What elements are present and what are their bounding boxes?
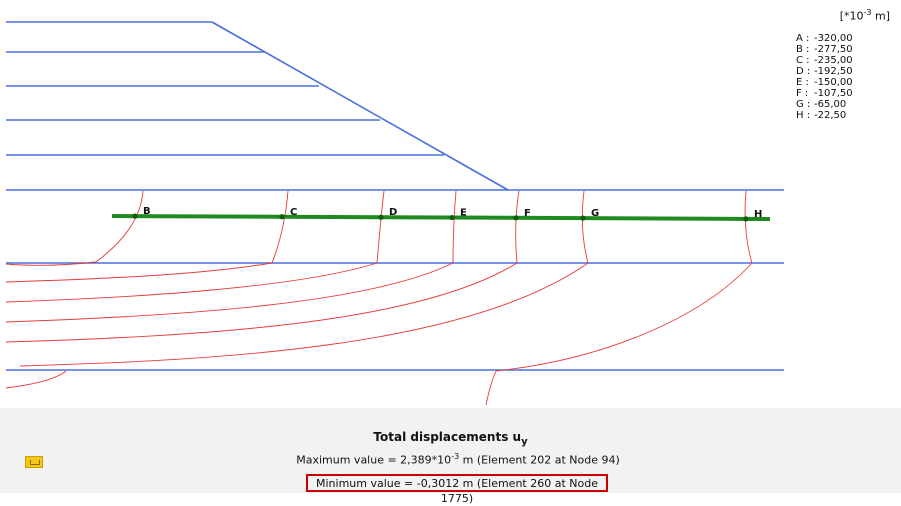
legend-key: E : <box>796 76 809 88</box>
section-point <box>279 214 285 220</box>
section-point-label: F <box>524 208 531 219</box>
legend-value: -22,50 <box>814 109 847 121</box>
legend: [*10-3 m] A : -320,00 B : -277,50 C : -235,00… <box>796 8 896 121</box>
section-point-label: C <box>290 207 297 218</box>
cross-section: B C D E F G H <box>111 206 771 222</box>
contour-line <box>19 262 589 367</box>
legend-entry: E : -150,00 <box>796 77 896 88</box>
result-panel: Total displacements uy Maximum value = 2… <box>0 408 901 505</box>
soil-layer-lines <box>6 21 784 371</box>
contour-line <box>5 370 67 389</box>
legend-entry: A : -320,00 <box>796 33 896 44</box>
legend-key: H : <box>796 109 811 121</box>
legend-value: -235,00 <box>814 54 853 66</box>
legend-key: C : <box>796 54 810 66</box>
legend-key: D : <box>796 65 811 77</box>
section-point-label: D <box>389 207 397 218</box>
legend-value: -192,50 <box>814 65 853 77</box>
section-point-label: G <box>591 208 599 219</box>
settings-icon[interactable] <box>25 456 43 468</box>
contour-line <box>452 190 457 264</box>
legend-value: -65,00 <box>814 98 847 110</box>
section-line <box>111 214 771 221</box>
displacement-contours <box>5 190 753 406</box>
legend-entry: F : -107,50 <box>796 88 896 99</box>
displacement-plot[interactable]: B C D E F G H <box>0 0 790 408</box>
section-point-label: B <box>143 206 151 217</box>
legend-entry: B : -277,50 <box>796 44 896 55</box>
result-title: Total displacements uy <box>373 430 528 448</box>
legend-key: G : <box>796 98 811 110</box>
section-point <box>580 215 586 221</box>
legend-entry: D : -192,50 <box>796 66 896 77</box>
legend-entry: H : -22,50 <box>796 110 896 121</box>
section-point-label: E <box>460 208 467 219</box>
legend-value: -277,50 <box>814 43 853 55</box>
legend-value: -320,00 <box>814 32 853 44</box>
section-point <box>378 214 384 220</box>
contour-line <box>581 190 589 264</box>
contour-line <box>485 370 497 406</box>
contour-line <box>271 190 289 264</box>
contour-line <box>5 262 378 303</box>
contour-line <box>5 262 518 343</box>
legend-key: F : <box>796 87 809 99</box>
contour-line <box>5 262 454 323</box>
contour-line <box>495 262 753 372</box>
max-value-text: Maximum value = 2,389*10-3 m (Element 20… <box>296 452 620 467</box>
min-value-text: Minimum value = -0,3012 m (Element 260 a… <box>306 474 608 505</box>
section-point <box>513 215 519 221</box>
legend-entry: G : -65,00 <box>796 99 896 110</box>
legend-value: -150,00 <box>814 76 853 88</box>
legend-key: A : <box>796 32 810 44</box>
embankment-slope <box>211 21 509 191</box>
contour-line <box>376 190 385 264</box>
legend-entry: C : -235,00 <box>796 55 896 66</box>
contour-line <box>5 261 97 266</box>
contour-line <box>744 190 753 264</box>
section-point <box>132 213 138 219</box>
contour-line <box>95 190 144 263</box>
legend-value: -107,50 <box>814 87 853 99</box>
legend-key: B : <box>796 43 810 55</box>
section-point-label: H <box>754 209 762 220</box>
contour-line <box>5 262 273 283</box>
legend-unit: [*10-3 m] <box>839 8 890 23</box>
section-point <box>449 214 455 221</box>
section-point <box>743 216 749 222</box>
contour-line <box>515 190 520 264</box>
